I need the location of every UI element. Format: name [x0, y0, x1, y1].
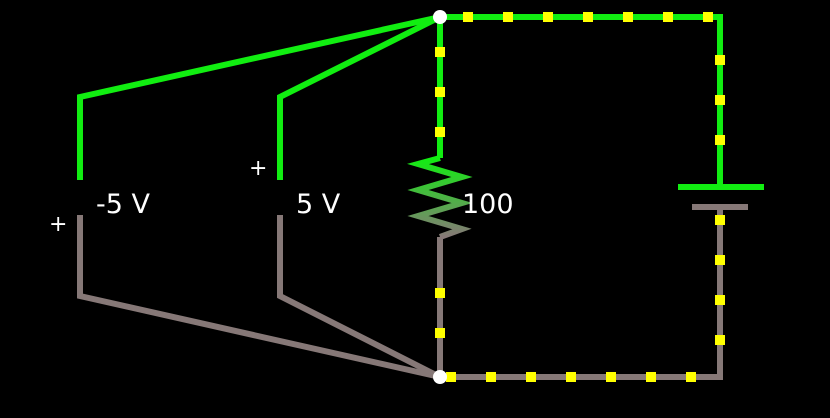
current-dot: [606, 372, 616, 382]
resistor-zigzag[interactable]: [407, 155, 473, 240]
wire-top-to-battery[interactable]: [440, 14, 723, 187]
current-dot: [435, 127, 445, 137]
resistor-value-label: 100: [462, 189, 514, 220]
current-dot: [446, 372, 456, 382]
wire-right-source-bottom[interactable]: [277, 215, 442, 380]
current-dot: [715, 55, 725, 65]
current-dot: [715, 255, 725, 265]
current-dot: [526, 372, 536, 382]
current-dot: [623, 12, 633, 22]
node-bottom[interactable]: [433, 370, 447, 384]
current-dot: [435, 87, 445, 97]
current-dot: [715, 95, 725, 105]
source-right-value-label: 5 V: [296, 189, 341, 220]
current-dot: [435, 47, 445, 57]
source-right-plus-label: +: [249, 156, 267, 181]
current-dot: [435, 328, 445, 338]
current-dot: [715, 135, 725, 145]
current-dot: [686, 372, 696, 382]
current-dot: [503, 12, 513, 22]
wire-bottom-from-battery[interactable]: [440, 207, 723, 380]
current-dot: [715, 295, 725, 305]
wire-left-source-top[interactable]: [77, 14, 441, 180]
current-dot: [566, 372, 576, 382]
current-dot: [703, 12, 713, 22]
current-dot: [543, 12, 553, 22]
wire-left-source-bottom[interactable]: [77, 215, 441, 380]
battery-icon[interactable]: [678, 184, 764, 210]
current-dot: [486, 372, 496, 382]
source-left-plus-label: +: [49, 212, 67, 237]
current-dot: [715, 335, 725, 345]
current-dot: [435, 288, 445, 298]
current-dot: [646, 372, 656, 382]
current-dots: [435, 12, 725, 382]
current-dot: [463, 12, 473, 22]
current-dot: [663, 12, 673, 22]
source-left-value-label: -5 V: [96, 189, 151, 220]
node-top[interactable]: [433, 10, 447, 24]
wire-right-source-top[interactable]: [277, 14, 442, 180]
current-dot: [583, 12, 593, 22]
current-dot: [715, 215, 725, 225]
